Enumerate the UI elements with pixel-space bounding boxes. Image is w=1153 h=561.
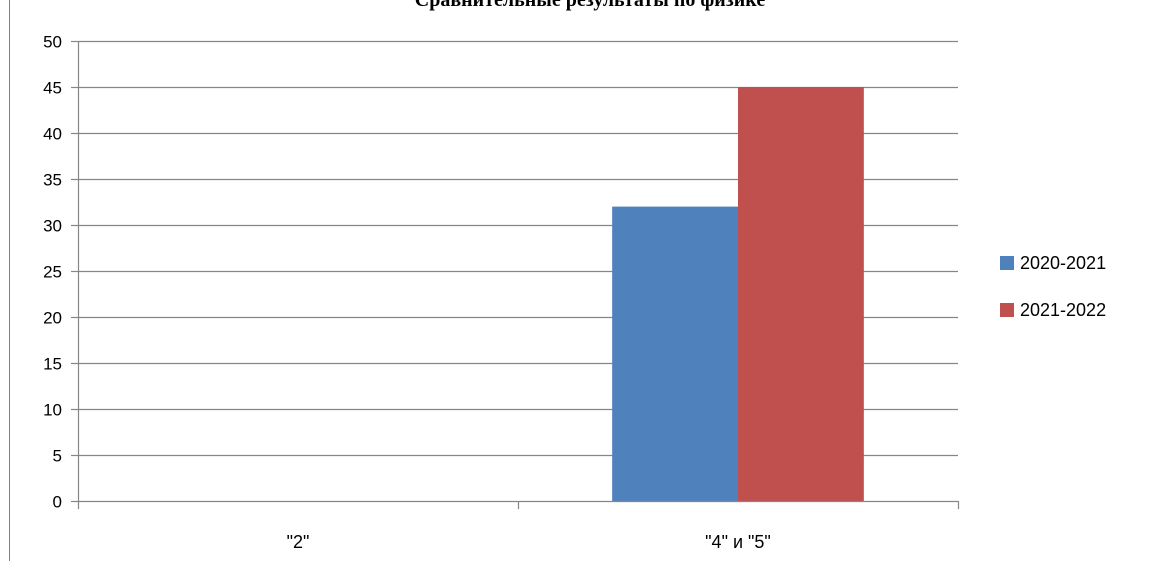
y-tick-label: 50 bbox=[43, 33, 62, 52]
y-tick-label: 40 bbox=[43, 125, 62, 144]
x-tick-label: "4" и "5" bbox=[705, 532, 771, 552]
x-tick-labels: "2" "4" и "5" bbox=[287, 532, 771, 552]
chart-title: Сравнительные результаты по физике bbox=[415, 0, 766, 11]
chart-frame bbox=[9, 0, 1153, 561]
y-tick-label: 20 bbox=[43, 309, 62, 328]
gridlines bbox=[78, 40, 958, 457]
y-tick-label: 5 bbox=[53, 447, 62, 466]
y-tick-label: 0 bbox=[53, 493, 62, 512]
bar-2020-2021-1 bbox=[612, 206, 738, 501]
y-tick-labels: 0 5 10 15 20 25 30 35 40 45 50 bbox=[43, 33, 62, 512]
legend-label: 2021-2022 bbox=[1020, 300, 1106, 320]
bar-2021-2022-1 bbox=[738, 87, 864, 501]
y-tick-label: 10 bbox=[43, 401, 62, 420]
y-tick-label: 30 bbox=[43, 217, 62, 236]
legend-label: 2020-2021 bbox=[1020, 253, 1106, 273]
y-tick-label: 25 bbox=[43, 263, 62, 282]
legend: 2020-2021 2021-2022 bbox=[1000, 253, 1106, 320]
x-tick-label: "2" bbox=[287, 532, 310, 552]
bars bbox=[612, 87, 864, 501]
y-tick-label: 45 bbox=[43, 79, 62, 98]
y-tick-label: 15 bbox=[43, 355, 62, 374]
y-tick-label: 35 bbox=[43, 171, 62, 190]
legend-swatch bbox=[1000, 303, 1014, 317]
axes bbox=[71, 40, 960, 509]
legend-swatch bbox=[1000, 256, 1014, 270]
